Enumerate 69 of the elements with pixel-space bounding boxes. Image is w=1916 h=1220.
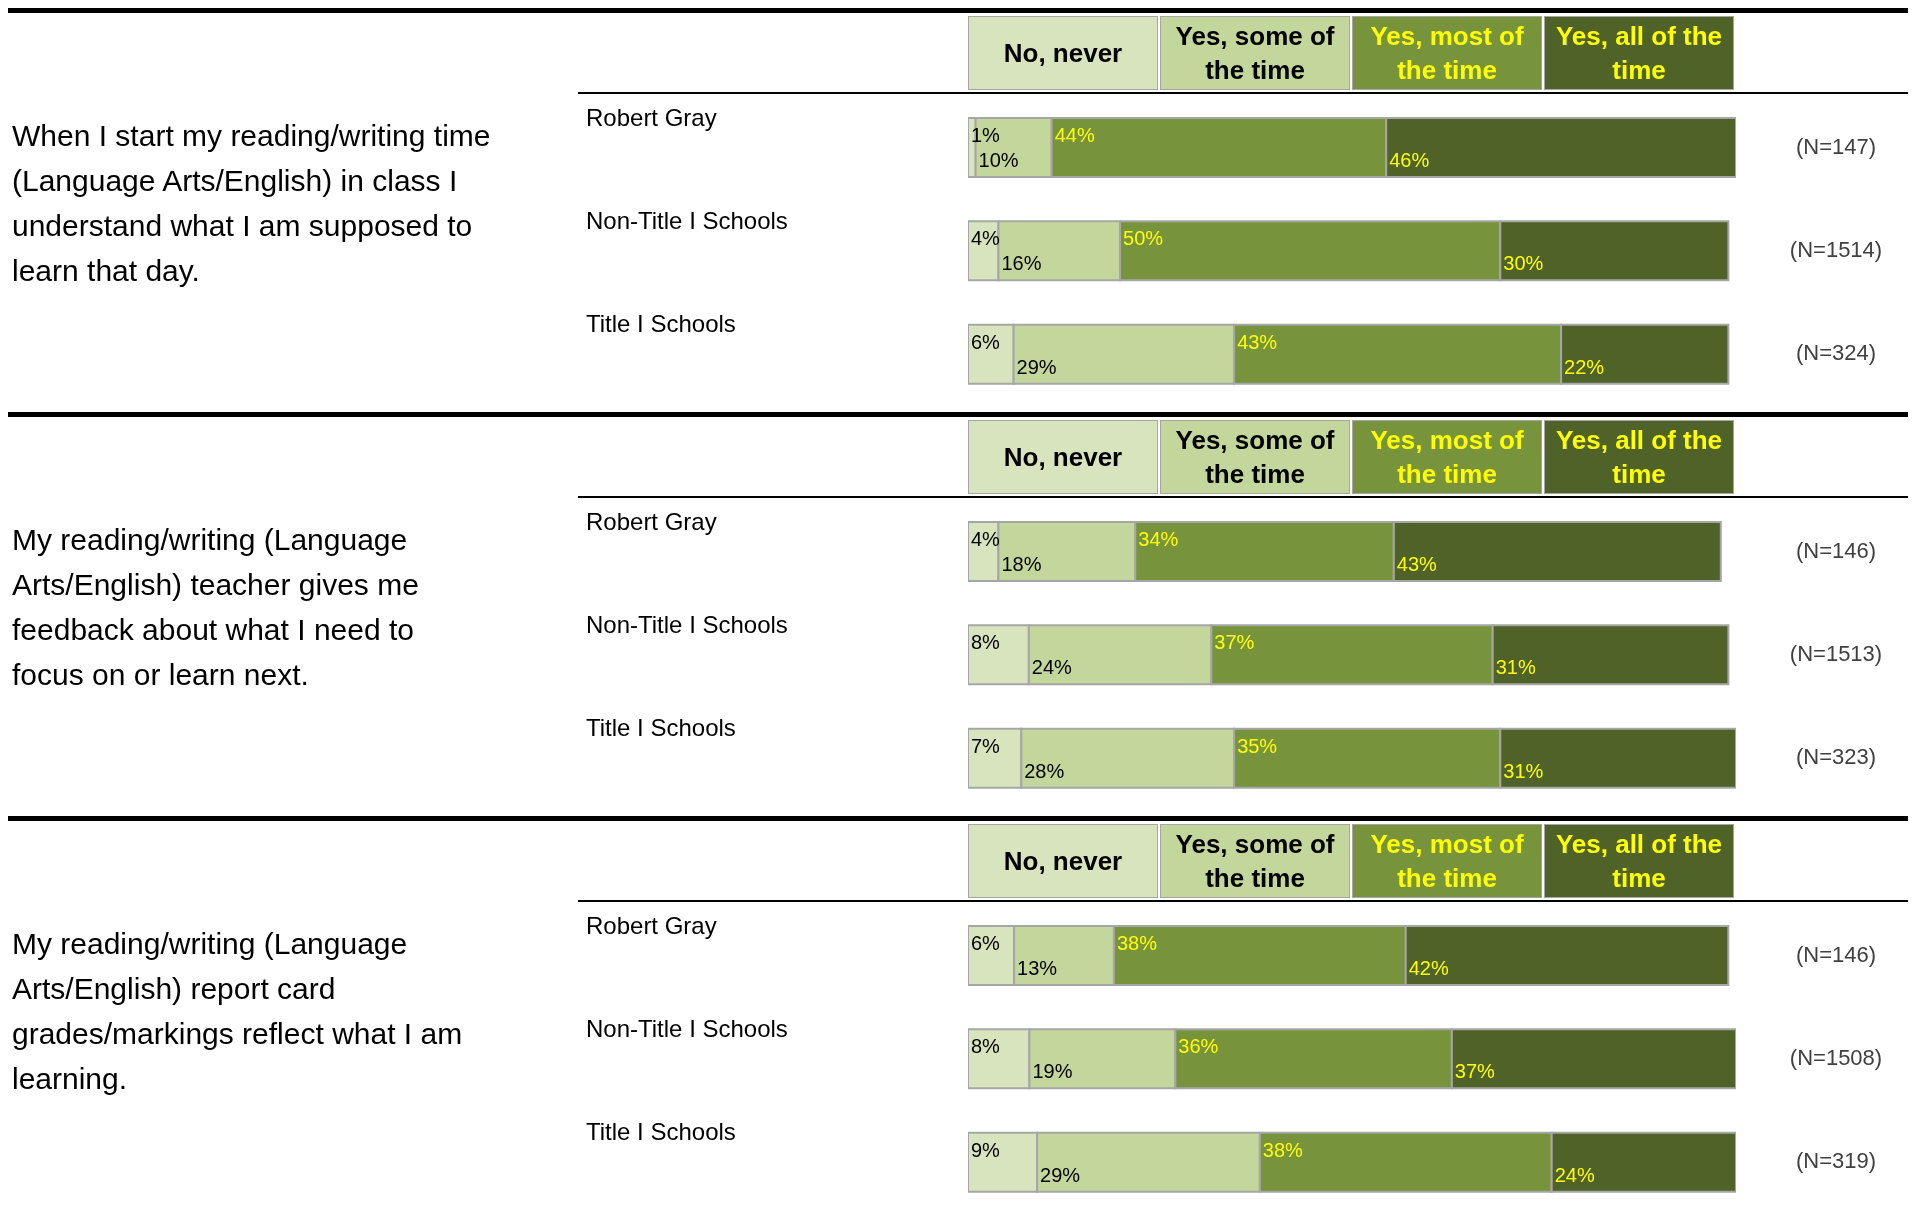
y-tick-label: Robert Gray bbox=[586, 507, 717, 535]
text: No, never bbox=[968, 16, 1158, 90]
data-label: 4% bbox=[971, 227, 1001, 250]
data-label: 8% bbox=[971, 1035, 1001, 1058]
data-label: 42% bbox=[1408, 957, 1450, 979]
text: (N=1513) bbox=[1788, 641, 1884, 667]
text: (N=1508) bbox=[1788, 1045, 1884, 1071]
data-label: 9% bbox=[971, 1138, 1001, 1161]
data-label: 19% bbox=[1032, 1060, 1073, 1083]
series-label: Yes, most of the time bbox=[1352, 16, 1542, 90]
data-label: 44% bbox=[1054, 124, 1095, 146]
series-label: Yes, most of the time bbox=[1352, 824, 1542, 898]
data-label: 34% bbox=[1138, 528, 1179, 550]
data-label: 22% bbox=[1564, 355, 1605, 378]
data-label: 18% bbox=[1001, 553, 1042, 575]
data-label: 16% bbox=[1001, 252, 1042, 275]
data-label: 30% bbox=[1503, 252, 1544, 275]
data-label: 8% bbox=[971, 631, 1001, 654]
text: My reading/writing (Language Arts/English) teacher gives me feedback about what I need to focus on or learn next. bbox=[12, 522, 420, 693]
text: (N=146) bbox=[1794, 537, 1878, 564]
data-label: 1% bbox=[971, 124, 1001, 146]
text: When I start my reading/writing time (Language Arts/English) in class I understand what I am supposed to learn that day. bbox=[12, 118, 492, 289]
text: (N=1514) bbox=[1788, 237, 1884, 263]
data-label: 37% bbox=[1454, 1060, 1496, 1083]
text: Yes, some of the time bbox=[1160, 420, 1350, 494]
text: Yes, some of the time bbox=[1160, 16, 1350, 90]
data-label: 29% bbox=[1040, 1163, 1081, 1186]
data-label: 31% bbox=[1495, 656, 1536, 679]
series-label: Yes, all of the time bbox=[1544, 824, 1734, 898]
text: (N=147) bbox=[1794, 133, 1878, 160]
data-label: 43% bbox=[1396, 553, 1438, 575]
text: (N=146) bbox=[1794, 941, 1878, 968]
series-label: Yes, all of the time bbox=[1544, 420, 1734, 494]
text: (N=319) bbox=[1794, 1148, 1878, 1175]
y-tick-label: Title I Schools bbox=[586, 1118, 736, 1146]
text: My reading/writing (Language Arts/English) report card grades/markings reflect what I am learning. bbox=[12, 926, 464, 1097]
data-label: 10% bbox=[978, 149, 1019, 171]
y-tick-label: Non-Title I Schools bbox=[586, 207, 788, 234]
data-label: 36% bbox=[1178, 1035, 1219, 1058]
data-label: 4% bbox=[971, 528, 1001, 550]
data-label: 43% bbox=[1237, 330, 1278, 353]
data-label: 50% bbox=[1123, 227, 1164, 250]
data-label: 37% bbox=[1214, 631, 1255, 654]
data-label: 29% bbox=[1016, 355, 1057, 378]
y-tick-label: Non-Title I Schools bbox=[586, 611, 788, 638]
y-tick-label: Robert Gray bbox=[586, 911, 717, 939]
data-label: 28% bbox=[1024, 759, 1065, 782]
y-tick-label: Non-Title I Schools bbox=[586, 1015, 788, 1042]
text: (N=323) bbox=[1794, 744, 1878, 771]
series-label: Yes, most of the time bbox=[1352, 420, 1542, 494]
data-label: 6% bbox=[971, 330, 1001, 353]
data-label: 7% bbox=[971, 734, 1001, 757]
text: Yes, some of the time bbox=[1160, 824, 1350, 898]
data-label: 6% bbox=[971, 932, 1001, 954]
data-label: 38% bbox=[1262, 1138, 1304, 1161]
series-label: Yes, all of the time bbox=[1544, 16, 1734, 90]
y-tick-label: Title I Schools bbox=[586, 310, 736, 338]
data-label: 13% bbox=[1017, 957, 1058, 979]
data-label: 35% bbox=[1237, 734, 1278, 757]
data-label: 46% bbox=[1389, 149, 1430, 171]
data-label: 24% bbox=[1554, 1163, 1595, 1186]
series-label: No, never bbox=[968, 420, 1158, 494]
data-label: 31% bbox=[1503, 759, 1544, 782]
data-label: 38% bbox=[1116, 932, 1158, 954]
y-tick-label: Robert Gray bbox=[586, 103, 717, 131]
text: (N=324) bbox=[1794, 340, 1878, 367]
series-label: No, never bbox=[968, 824, 1158, 898]
data-label: 24% bbox=[1031, 656, 1073, 679]
y-tick-label: Title I Schools bbox=[586, 714, 736, 742]
